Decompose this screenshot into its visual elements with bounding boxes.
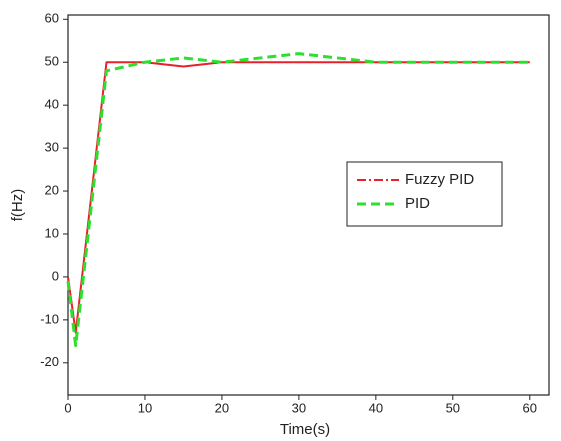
y-tick-label: 50 [45, 54, 59, 69]
series-line [66, 52, 530, 348]
y-tick-label: 30 [45, 140, 59, 155]
plot-frame [67, 14, 550, 396]
legend-text: Fuzzy PID [405, 171, 474, 188]
legend-text: PID [405, 195, 430, 212]
x-tick-label: 0 [64, 400, 71, 415]
x-tick-label: 60 [523, 400, 537, 415]
x-tick-label: 10 [138, 400, 152, 415]
legend-box [346, 161, 503, 227]
y-tick-label: 20 [45, 182, 59, 197]
y-tick-label: 10 [45, 225, 59, 240]
y-axis-title: f(Hz) [9, 189, 26, 222]
x-tick-label: 40 [369, 400, 383, 415]
x-axis-title: Time(s) [280, 421, 330, 438]
y-tick-label: 60 [45, 11, 59, 26]
series-line [67, 61, 530, 334]
x-tick-label: 20 [215, 400, 229, 415]
y-tick-label: 0 [52, 268, 59, 283]
x-tick-label: 50 [446, 400, 460, 415]
y-tick-label: -10 [40, 311, 59, 326]
y-tick-label: 40 [45, 97, 59, 112]
x-tick-label: 30 [292, 400, 306, 415]
y-tick-label: -20 [40, 354, 59, 369]
